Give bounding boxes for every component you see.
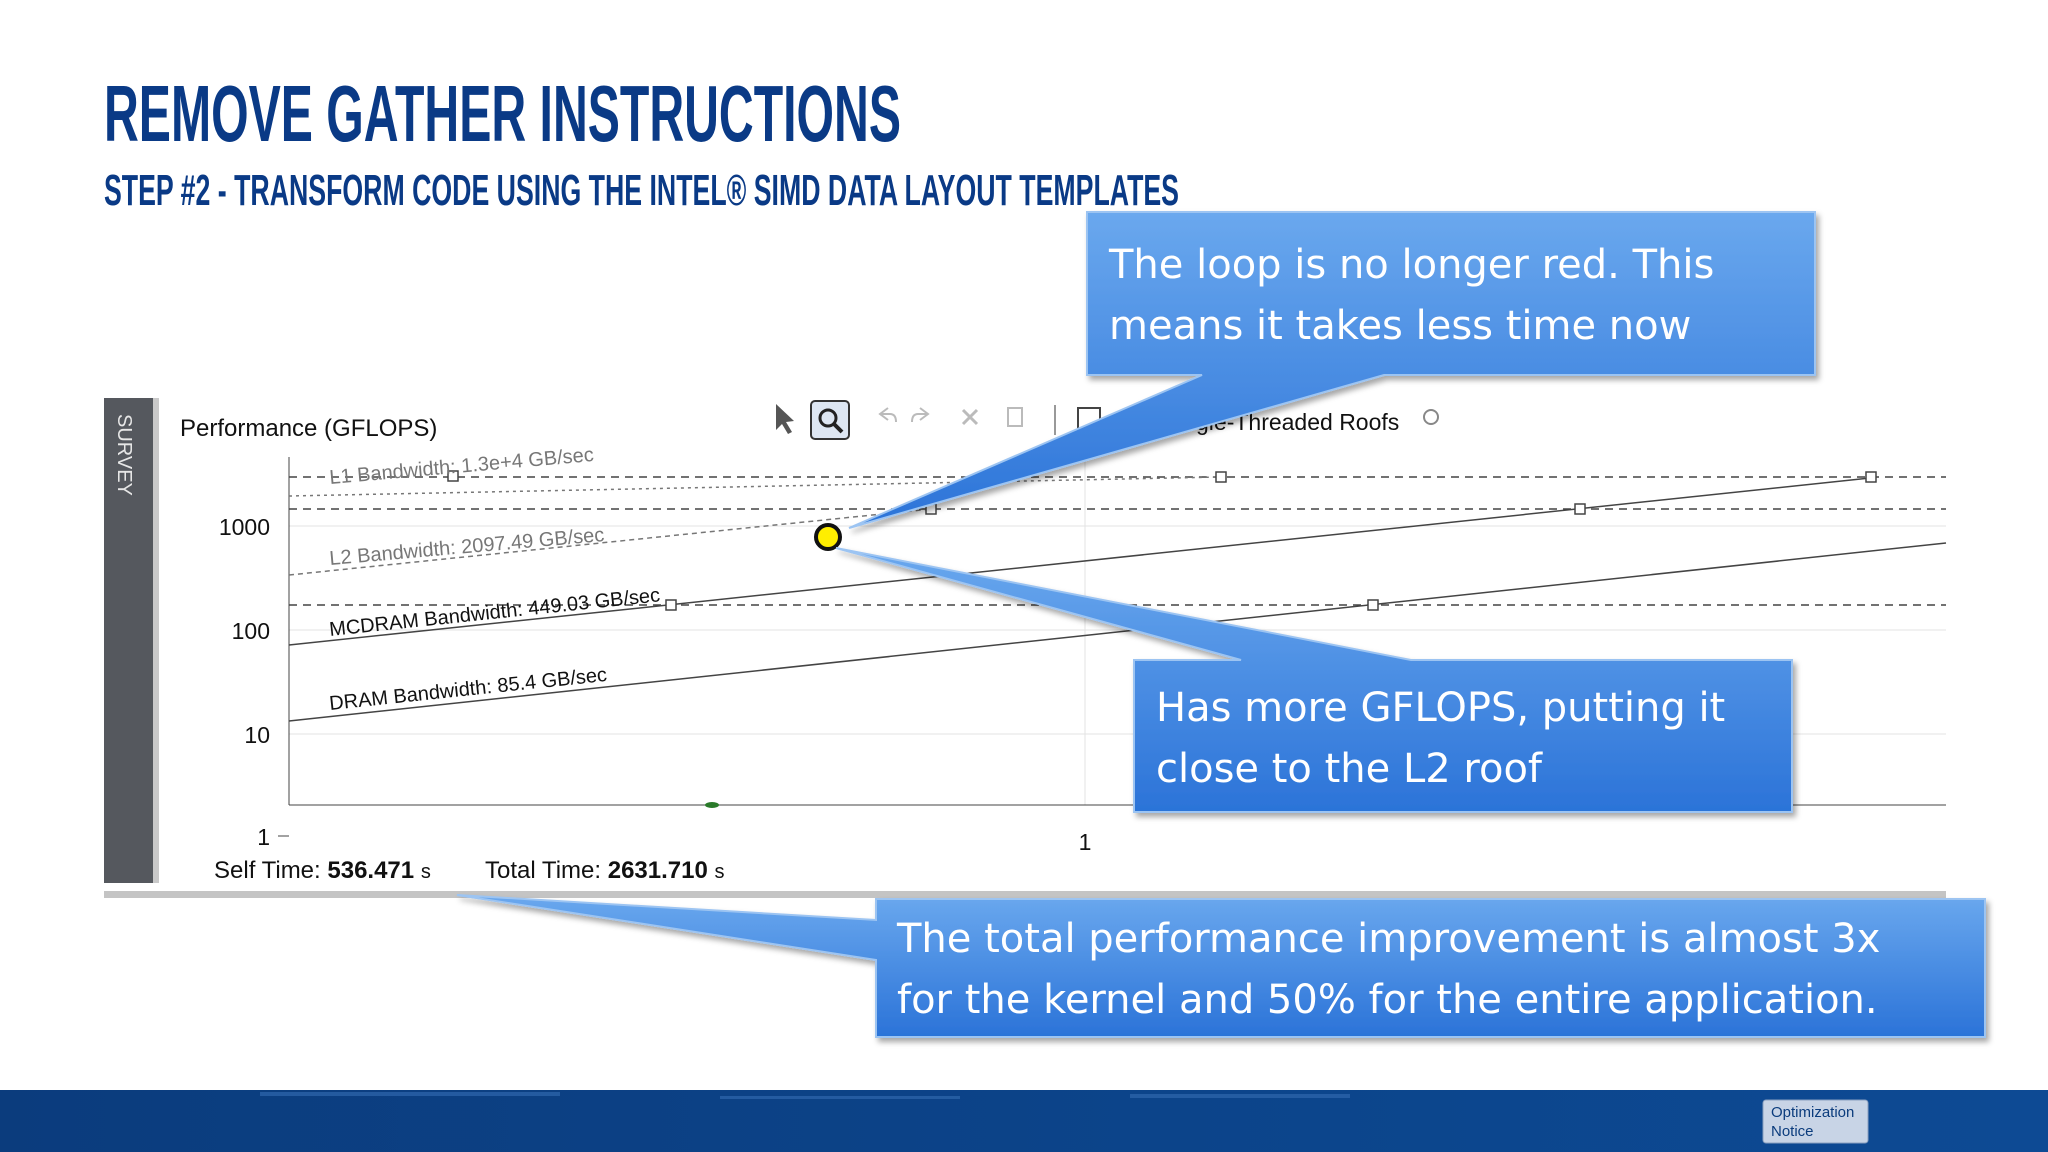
pattern: [1130, 1094, 1350, 1098]
roof-handle[interactable]: [665, 599, 677, 611]
redo[interactable]: [911, 407, 930, 423]
tab-label: SURVEY: [113, 414, 135, 496]
copy[interactable]: [1007, 407, 1023, 427]
label: Total Time:: [485, 857, 601, 884]
unit: s: [421, 861, 431, 883]
x-tick-label: 1: [1079, 829, 1092, 855]
notice-text: Notice: [1771, 1123, 1814, 1140]
toolbar: [776, 400, 1101, 440]
label: Self Time:: [214, 857, 321, 884]
splitter: [153, 398, 159, 883]
callout: [456, 894, 1986, 1038]
unit: s: [715, 861, 725, 883]
footer-pattern: [260, 1092, 1350, 1099]
pattern: [260, 1092, 560, 1096]
roof-handle[interactable]: [1215, 471, 1227, 483]
zoom-tool[interactable]: [810, 400, 850, 440]
callout-text: Has more GFLOPS, putting it: [1156, 685, 1725, 731]
self-time: Self Time: 536.471 s: [214, 857, 431, 884]
value: 536.471: [327, 857, 414, 884]
total-time: Total Time: 2631.710 s: [485, 857, 725, 884]
roof-label: MCDRAM Bandwidth: 449.03 GB/sec: [328, 584, 661, 641]
loop-dot[interactable]: [814, 523, 842, 551]
roof-label: L1 Bandwidth: 1.3e+4 GB/sec: [329, 444, 595, 489]
callout-text: close to the L2 roof: [1156, 746, 1543, 792]
zoom-icon: [818, 408, 838, 428]
mcdram-slope: [288, 477, 1871, 646]
roof-label: L2 Bandwidth: 2097.49 GB/sec: [329, 524, 606, 570]
subtitle: STEP #2 - TRANSFORM CODE USING THE INTEL…: [104, 166, 1179, 215]
roof-handle[interactable]: [1574, 503, 1586, 515]
clear[interactable]: [961, 408, 979, 426]
side-tab[interactable]: [104, 398, 153, 883]
y-tick-label: 1: [257, 824, 270, 850]
roof-handle[interactable]: [447, 470, 459, 482]
undo[interactable]: [878, 407, 897, 423]
y-tick-label: 100: [232, 618, 270, 644]
callout-shape: [848, 211, 1816, 529]
footer: [0, 1090, 2048, 1152]
callout-text: for the kernel and 50% for the entire ap…: [897, 977, 1878, 1023]
callout: [835, 547, 1793, 813]
y-tick-label: 1000: [219, 514, 270, 540]
l1-slope: [288, 476, 1222, 497]
pattern: [720, 1096, 960, 1099]
callout-text: The loop is no longer red. This: [1108, 242, 1714, 288]
callout-text: The total performance improvement is alm…: [896, 916, 1880, 962]
roof-handle[interactable]: [1367, 599, 1379, 611]
callout-text: means it takes less time now: [1109, 303, 1691, 349]
roof-handle[interactable]: [1865, 471, 1877, 483]
value: 2631.710: [608, 857, 708, 884]
zoom-handle: [832, 422, 844, 434]
roof-label: DRAM Bandwidth: 85.4 GB/sec: [328, 664, 608, 715]
optimization-notice[interactable]: [1762, 1099, 1869, 1144]
notice-text: Optimization: [1771, 1104, 1854, 1121]
loop-dot[interactable]: [705, 802, 719, 808]
y-tick-label: 10: [244, 722, 270, 748]
y-axis-label: Performance (GFLOPS): [180, 415, 437, 442]
callout-shape: [835, 547, 1793, 813]
callout: [848, 211, 1816, 529]
title: REMOVE GATHER INSTRUCTIONS: [104, 69, 901, 158]
scrollbar[interactable]: [104, 891, 1946, 898]
dram-slope: [288, 542, 1947, 722]
select-tool[interactable]: [776, 404, 794, 434]
help-icon[interactable]: [1423, 409, 1439, 425]
callout-shape: [456, 894, 1986, 1038]
